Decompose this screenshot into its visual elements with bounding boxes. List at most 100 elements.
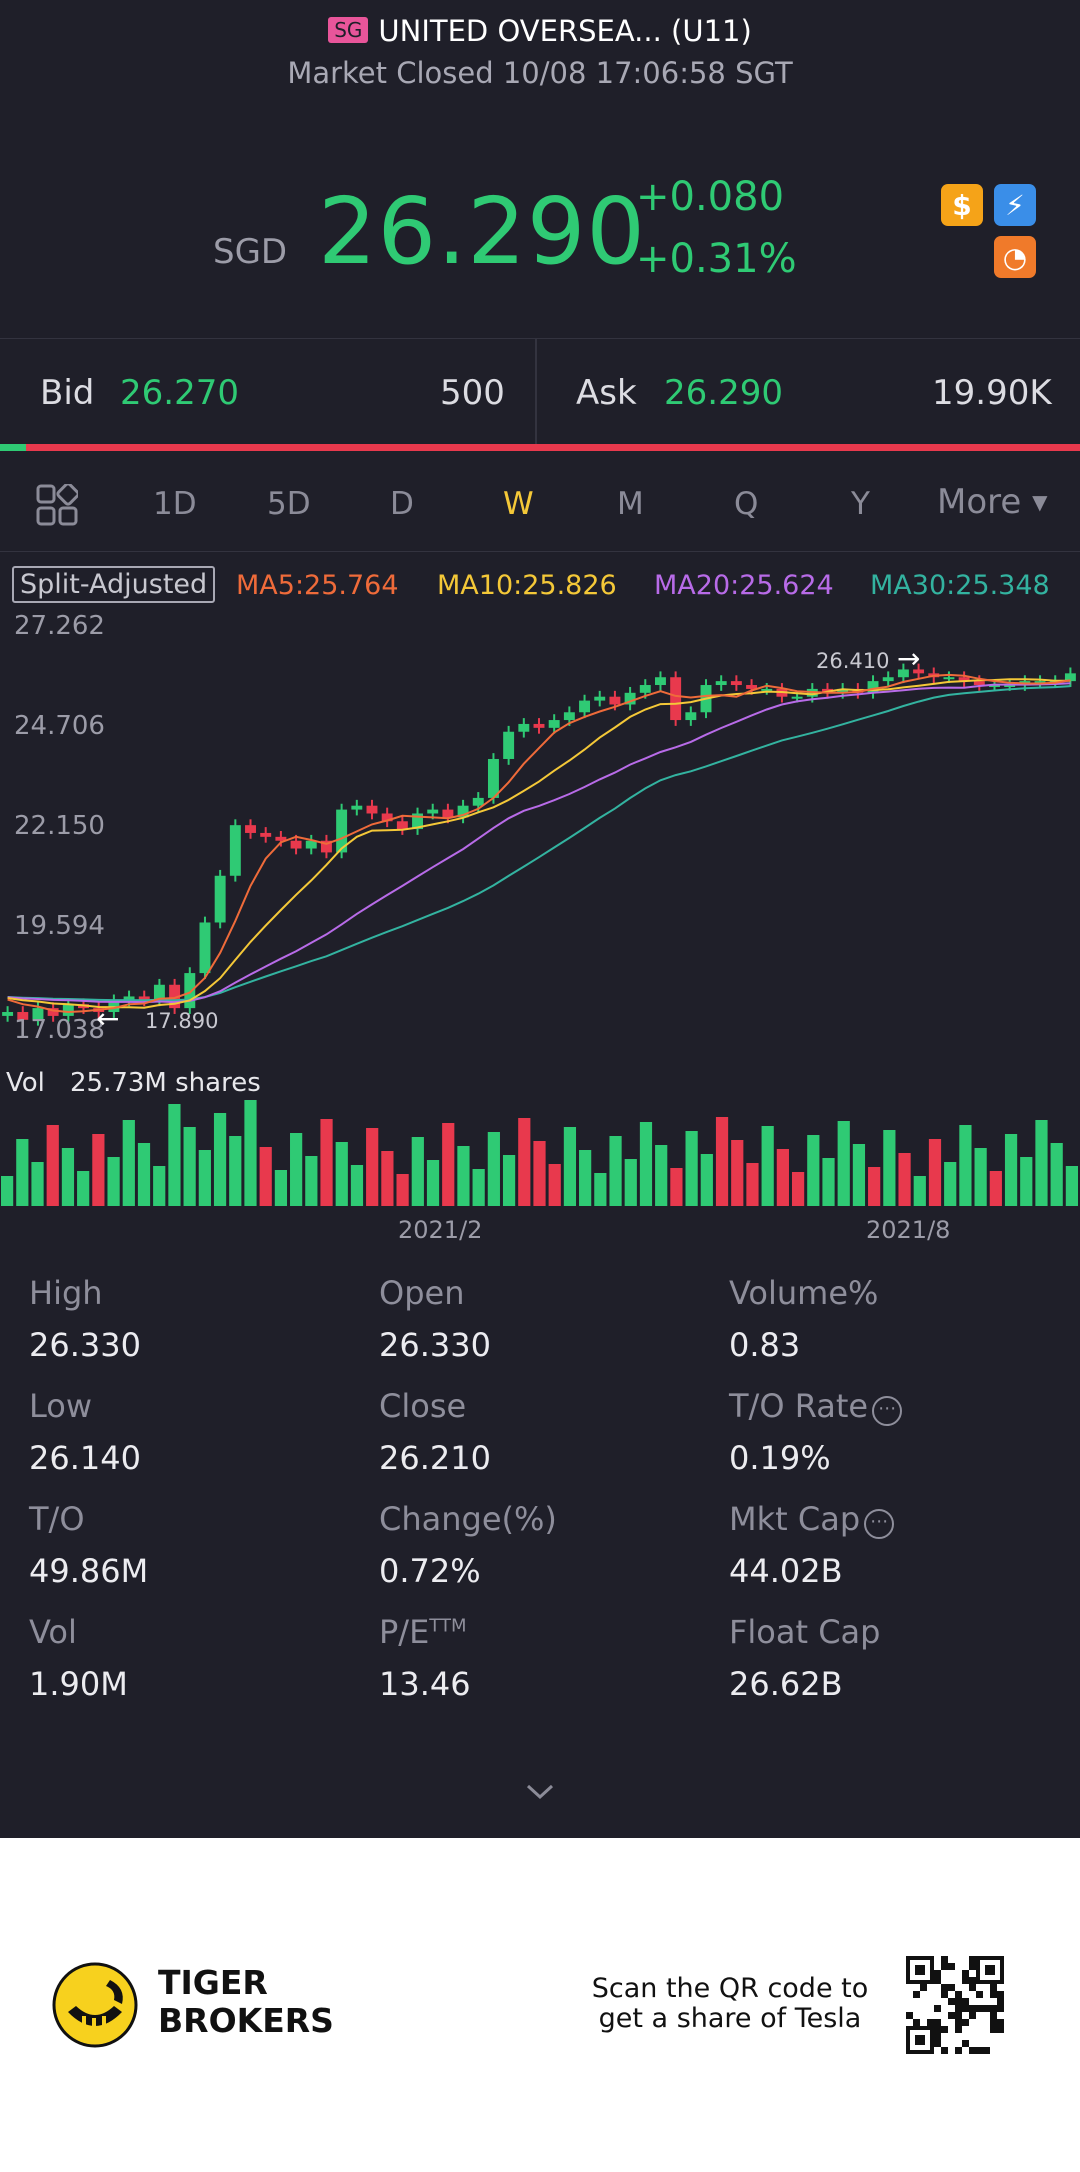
volume-bar bbox=[457, 1146, 470, 1206]
tab-y[interactable]: Y bbox=[851, 486, 870, 522]
low-marker-label: 17.890 bbox=[145, 1009, 218, 1033]
last-price: 26.290 bbox=[318, 178, 646, 285]
volume-bar bbox=[655, 1145, 668, 1206]
share-footer: TIGER BROKERS Scan the QR code to get a … bbox=[0, 1838, 1080, 2172]
volume-bar bbox=[807, 1135, 820, 1206]
candle-body bbox=[1034, 681, 1046, 684]
candle-body bbox=[412, 813, 424, 830]
candle-body bbox=[47, 1008, 59, 1016]
volume-bar bbox=[563, 1127, 577, 1206]
candle-body bbox=[138, 996, 150, 1001]
tab-q[interactable]: Q bbox=[734, 486, 759, 522]
ma30-value: MA30:25.348 bbox=[870, 570, 1050, 601]
volume-bar bbox=[16, 1139, 29, 1206]
candle-body bbox=[199, 922, 211, 974]
volume-bar bbox=[670, 1168, 683, 1206]
grid-icon[interactable] bbox=[36, 482, 80, 530]
trend-icon[interactable]: ◔ bbox=[994, 236, 1036, 278]
candle-body bbox=[897, 669, 909, 678]
stat-to-value: 49.86M bbox=[29, 1552, 149, 1590]
chevron-down-icon[interactable] bbox=[524, 1782, 556, 1802]
stat-open-label: Open bbox=[379, 1274, 465, 1312]
volume-bar bbox=[731, 1140, 744, 1206]
tab-5d[interactable]: 5D bbox=[267, 486, 311, 522]
candle-body bbox=[381, 813, 393, 822]
candle-body bbox=[639, 685, 651, 693]
stat-pe: P/ETTM bbox=[379, 1613, 467, 1651]
volume-bar bbox=[229, 1136, 242, 1206]
volume-bar bbox=[776, 1149, 789, 1206]
volume-bar bbox=[61, 1148, 75, 1206]
volume-bar bbox=[213, 1113, 227, 1206]
stat-high-label: High bbox=[29, 1274, 103, 1312]
stat-float-cap-label: Float Cap bbox=[729, 1613, 881, 1651]
tab-more[interactable]: More ▼ bbox=[937, 482, 1048, 522]
volume-value: 25.73M shares bbox=[70, 1068, 261, 1098]
volume-bar bbox=[913, 1176, 926, 1206]
stat-close-label: Close bbox=[379, 1387, 467, 1425]
tab-1d[interactable]: 1D bbox=[153, 486, 197, 522]
ask-size: 19.90K bbox=[932, 373, 1052, 413]
volume-bar bbox=[137, 1143, 151, 1206]
bid-price: 26.270 bbox=[120, 373, 239, 413]
volume-bar bbox=[153, 1166, 166, 1206]
candle-body bbox=[123, 996, 135, 1001]
volume-bar bbox=[944, 1162, 957, 1206]
indicator-row: Split-Adjusted MA5:25.764 MA10:25.826 MA… bbox=[0, 566, 1080, 606]
volume-bar bbox=[579, 1150, 592, 1206]
caret-down-icon: ▼ bbox=[1032, 490, 1048, 514]
market-badge: SG bbox=[328, 17, 369, 43]
stat-to-rate: T/O Rate ⋯ bbox=[729, 1387, 903, 1426]
dollar-icon[interactable]: $ bbox=[941, 184, 983, 226]
volume-bar bbox=[350, 1165, 364, 1206]
volume-bar bbox=[715, 1117, 729, 1206]
bid-ask-divider bbox=[535, 339, 537, 445]
candle-body bbox=[275, 836, 287, 841]
scan-text: Scan the QR code to get a share of Tesla bbox=[580, 1974, 880, 2034]
candle-body bbox=[108, 1000, 120, 1013]
volume-bar bbox=[46, 1125, 59, 1206]
tab-w[interactable]: W bbox=[503, 486, 534, 522]
candlestick-chart[interactable]: 27.262 24.706 22.150 19.594 17.038 26.41… bbox=[0, 610, 1080, 1250]
candle-body bbox=[503, 731, 515, 759]
candle-body bbox=[320, 840, 332, 853]
stat-open-value: 26.330 bbox=[379, 1326, 491, 1364]
candle-body bbox=[791, 696, 803, 699]
stat-close-value: 26.210 bbox=[379, 1439, 491, 1477]
info-icon[interactable]: ⋯ bbox=[864, 1509, 895, 1539]
volume-bar bbox=[822, 1158, 835, 1206]
volume-bar bbox=[1065, 1166, 1078, 1206]
volume-bar bbox=[518, 1118, 531, 1206]
bid-volume-bar bbox=[0, 444, 26, 451]
flash-icon[interactable]: ⚡ bbox=[994, 184, 1036, 226]
candle-body bbox=[351, 805, 363, 810]
candle-body bbox=[943, 677, 955, 680]
y-tick-1: 27.262 bbox=[14, 611, 105, 641]
tab-d[interactable]: D bbox=[390, 486, 414, 522]
candle-body bbox=[958, 677, 970, 682]
volume-bar bbox=[852, 1144, 866, 1206]
brand-line-1: TIGER bbox=[158, 1963, 268, 2002]
qr-code bbox=[906, 1956, 1004, 2054]
candle-body bbox=[746, 685, 758, 689]
candle-body bbox=[761, 688, 773, 691]
scan-line-1: Scan the QR code to bbox=[591, 1973, 869, 2004]
stat-float-cap-value: 26.62B bbox=[729, 1665, 843, 1703]
volume-bar bbox=[639, 1122, 653, 1206]
volume-bar bbox=[746, 1163, 759, 1206]
volume-bar bbox=[594, 1173, 607, 1206]
candle-body bbox=[913, 669, 925, 674]
ma5-value: MA5:25.764 bbox=[236, 570, 399, 601]
market-status: Market Closed 10/08 17:06:58 SGT bbox=[287, 56, 793, 90]
stock-title: SG UNITED OVERSEA... (U11) bbox=[0, 14, 1080, 48]
volume-bar bbox=[898, 1153, 911, 1206]
y-tick-4: 19.594 bbox=[14, 911, 105, 941]
split-adjusted-toggle[interactable]: Split-Adjusted bbox=[12, 566, 216, 603]
candle-body bbox=[2, 1012, 14, 1016]
tab-m[interactable]: M bbox=[617, 486, 644, 522]
stat-pe-superscript: TTM bbox=[429, 1615, 467, 1637]
candle-body bbox=[1064, 673, 1076, 682]
volume-bar bbox=[1, 1176, 14, 1206]
info-icon[interactable]: ⋯ bbox=[872, 1396, 903, 1426]
tiger-logo-icon bbox=[52, 1962, 138, 2048]
